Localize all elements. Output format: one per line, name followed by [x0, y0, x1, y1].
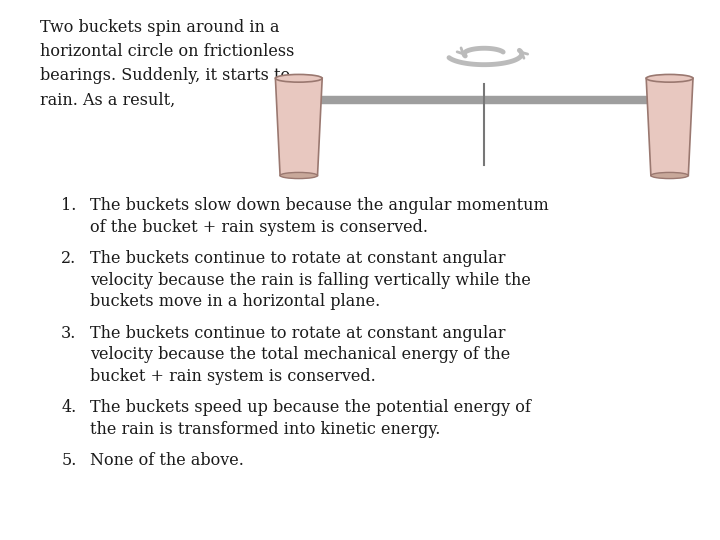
Text: 2.: 2.	[61, 250, 76, 267]
Text: of the bucket + rain system is conserved.: of the bucket + rain system is conserved…	[90, 219, 428, 235]
Text: buckets move in a horizontal plane.: buckets move in a horizontal plane.	[90, 293, 380, 310]
Text: the rain is transformed into kinetic energy.: the rain is transformed into kinetic ene…	[90, 421, 441, 437]
Text: The buckets continue to rotate at constant angular: The buckets continue to rotate at consta…	[90, 250, 505, 267]
Polygon shape	[647, 78, 693, 176]
Ellipse shape	[280, 172, 318, 179]
Text: 3.: 3.	[61, 325, 76, 341]
Ellipse shape	[276, 75, 323, 82]
Text: velocity because the total mechanical energy of the: velocity because the total mechanical en…	[90, 346, 510, 363]
Polygon shape	[275, 78, 323, 176]
Text: velocity because the rain is falling vertically while the: velocity because the rain is falling ver…	[90, 272, 531, 288]
Ellipse shape	[651, 172, 688, 179]
Ellipse shape	[647, 75, 693, 82]
Text: The buckets slow down because the angular momentum: The buckets slow down because the angula…	[90, 197, 549, 214]
Text: 1.: 1.	[61, 197, 76, 214]
Text: Two buckets spin around in a
horizontal circle on frictionless
bearings. Suddenl: Two buckets spin around in a horizontal …	[40, 19, 294, 109]
Text: bucket + rain system is conserved.: bucket + rain system is conserved.	[90, 368, 376, 384]
Text: 5.: 5.	[61, 452, 76, 469]
Text: 4.: 4.	[61, 399, 76, 416]
Text: The buckets speed up because the potential energy of: The buckets speed up because the potenti…	[90, 399, 531, 416]
Text: None of the above.: None of the above.	[90, 452, 244, 469]
Text: The buckets continue to rotate at constant angular: The buckets continue to rotate at consta…	[90, 325, 505, 341]
